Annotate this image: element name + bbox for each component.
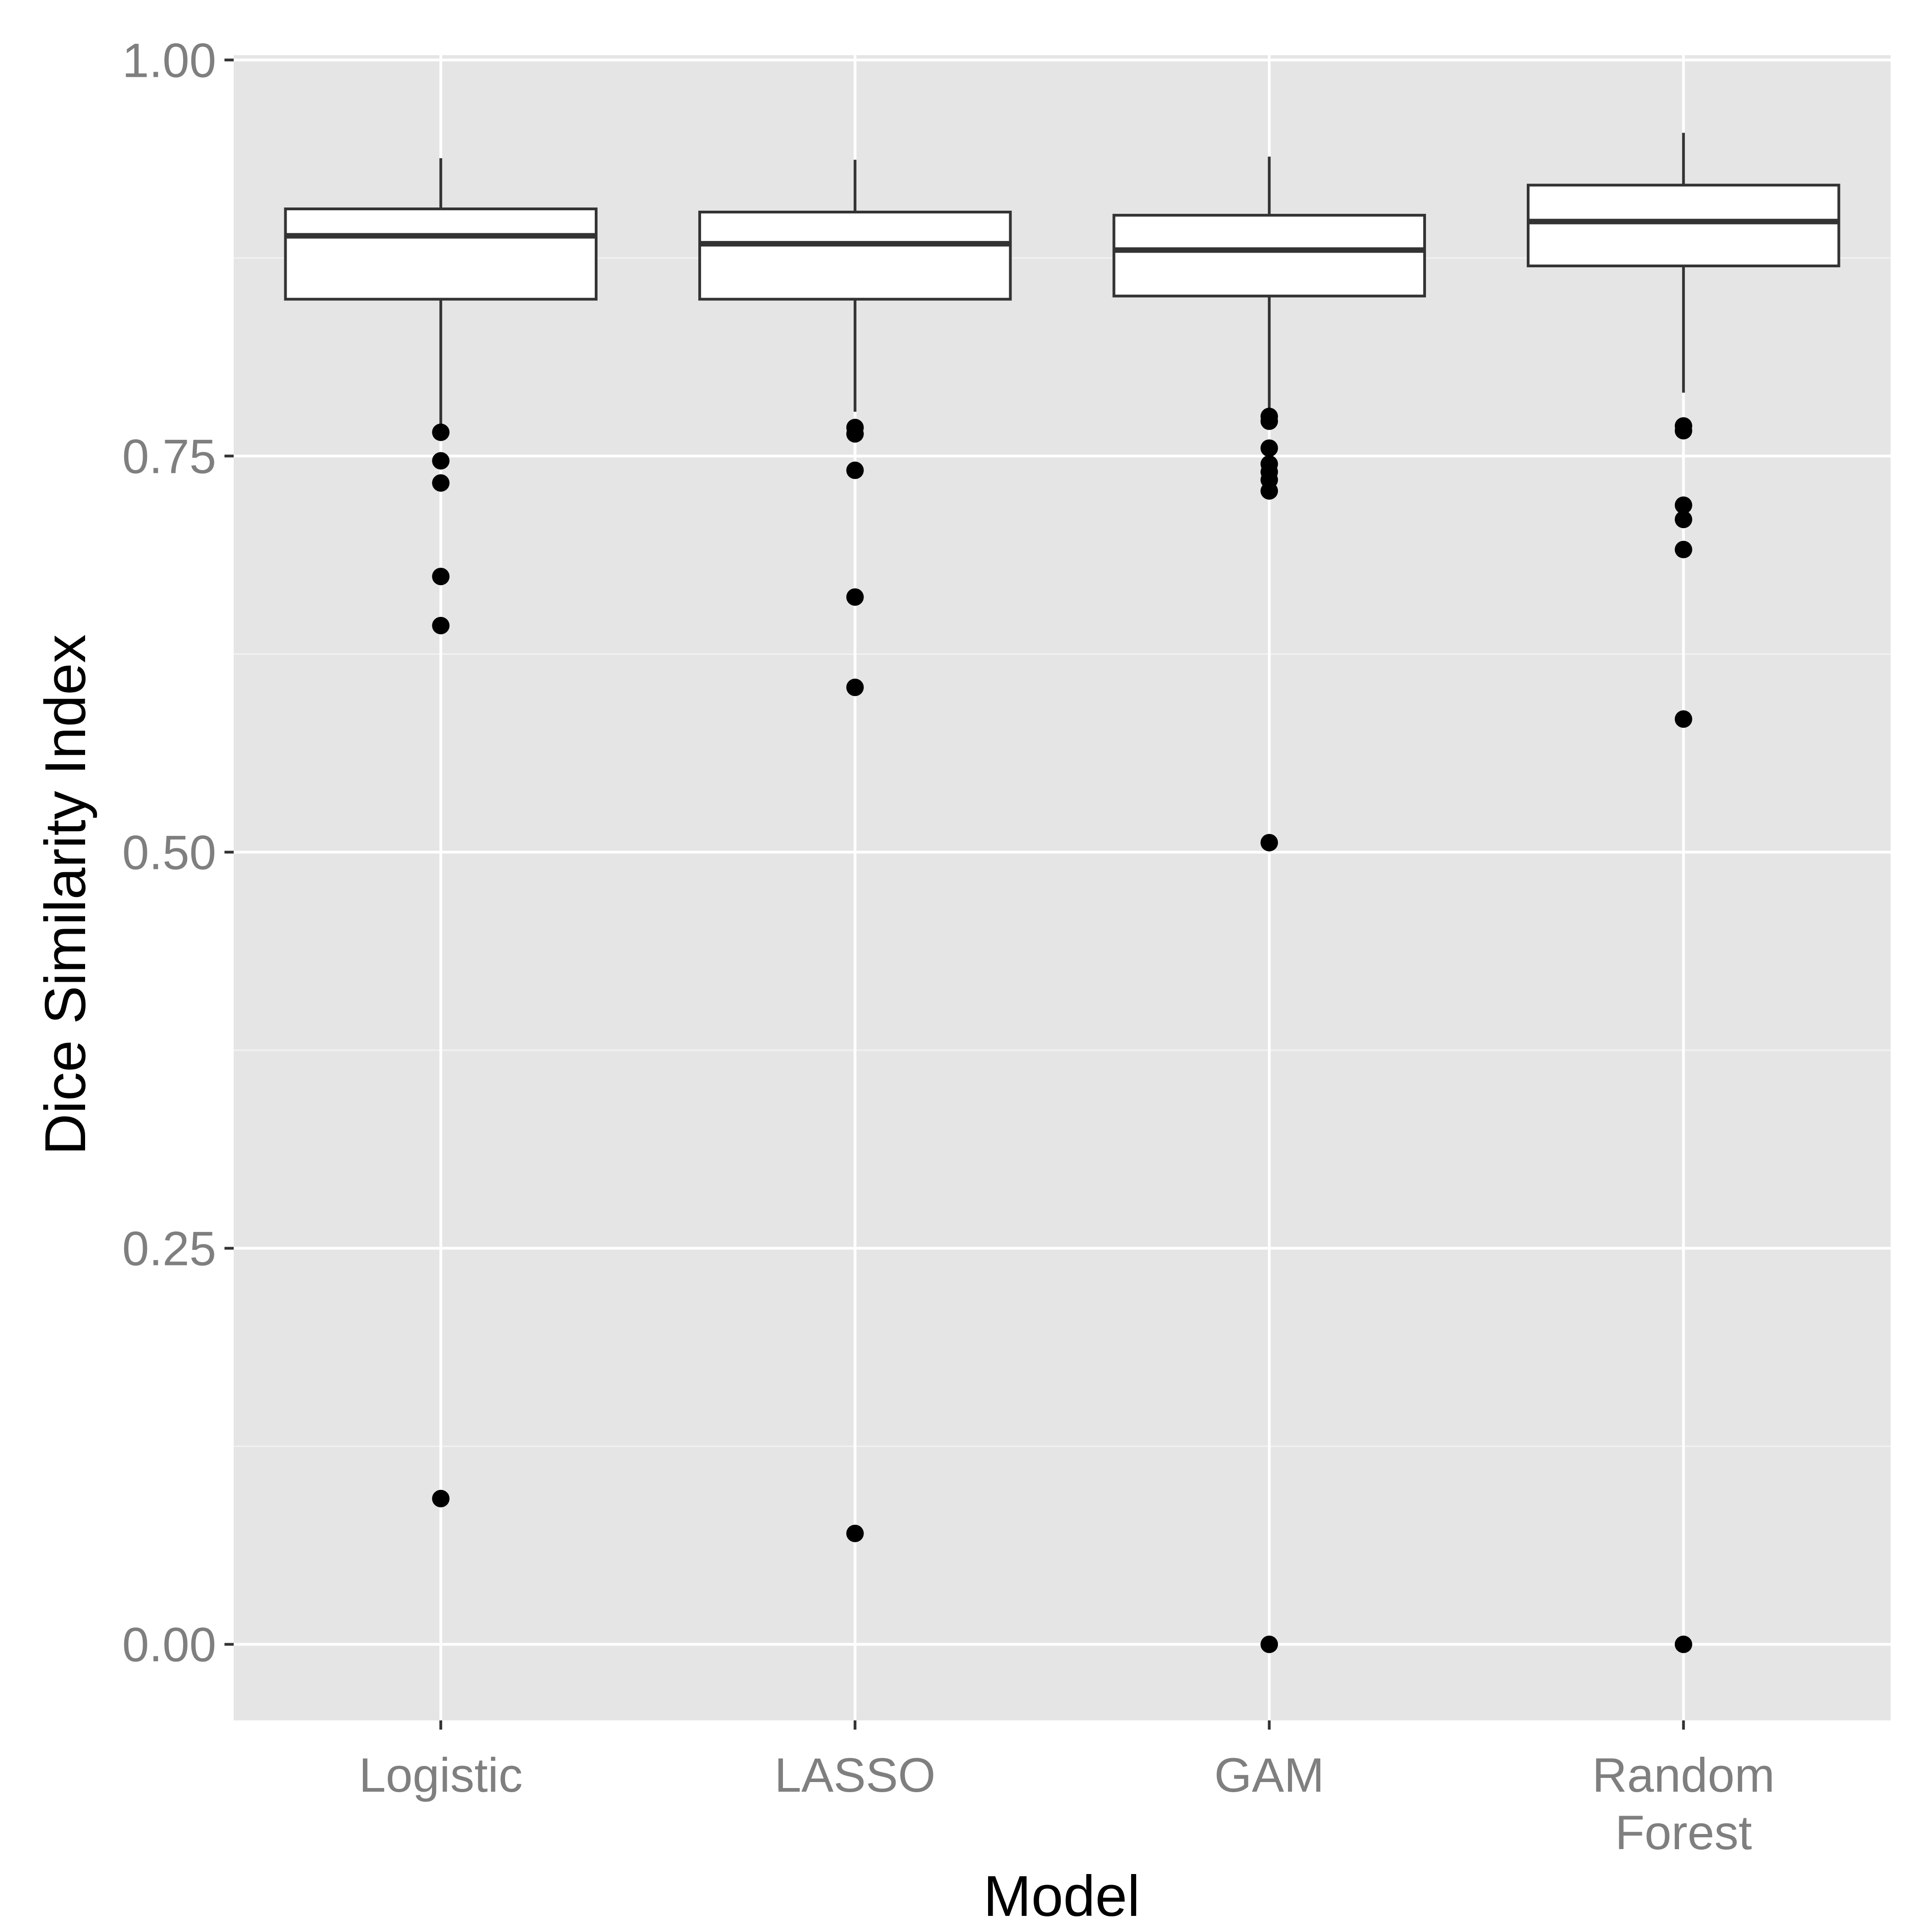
outlier-point bbox=[846, 461, 864, 479]
outlier-point bbox=[1260, 834, 1278, 851]
box-2 bbox=[698, 160, 1012, 412]
box-iqr bbox=[1527, 184, 1840, 268]
outlier-point bbox=[1674, 540, 1692, 558]
outlier-point bbox=[846, 678, 864, 696]
outlier-point bbox=[1674, 511, 1692, 529]
box-1 bbox=[284, 158, 598, 432]
box-iqr bbox=[284, 207, 598, 301]
outlier-point bbox=[432, 423, 450, 441]
outlier-point bbox=[846, 1524, 864, 1542]
y-axis-title: Dice Similarity Index bbox=[34, 634, 98, 1155]
outlier-point bbox=[1260, 439, 1278, 457]
x-tick-label-line: Logistic bbox=[359, 1748, 523, 1802]
y-tick-label: 0.00 bbox=[122, 1618, 216, 1672]
box-iqr bbox=[1112, 213, 1426, 298]
x-axis-title: Model bbox=[983, 1864, 1140, 1928]
box-4 bbox=[1527, 132, 1840, 393]
panel-background bbox=[234, 55, 1891, 1720]
outlier-point bbox=[1674, 710, 1692, 728]
box-iqr bbox=[698, 210, 1012, 301]
outlier-point bbox=[432, 474, 450, 492]
outlier-point bbox=[1674, 1635, 1692, 1653]
outlier-point bbox=[432, 452, 450, 470]
outlier-point bbox=[1260, 412, 1278, 430]
y-axis: 0.00 0.25 0.50 0.75 1.00 bbox=[122, 34, 234, 1672]
x-tick-label: GAM bbox=[1214, 1748, 1324, 1802]
outlier-point bbox=[846, 588, 864, 606]
y-tick-label: 0.75 bbox=[122, 430, 216, 483]
outlier-point bbox=[432, 616, 450, 634]
y-tick-label: 0.25 bbox=[122, 1222, 216, 1276]
x-axis: Logistic LASSO GAM Random Forest bbox=[359, 1720, 1775, 1860]
y-tick-label: 1.00 bbox=[122, 34, 216, 87]
x-tick-label-line: GAM bbox=[1214, 1748, 1324, 1802]
x-tick-label: Random Forest bbox=[1592, 1748, 1775, 1860]
x-tick-label: Logistic bbox=[359, 1748, 523, 1802]
x-tick-label-line: Random bbox=[1592, 1748, 1775, 1802]
outlier-point bbox=[432, 568, 450, 586]
outlier-point bbox=[1674, 422, 1692, 440]
outlier-points-layer bbox=[432, 408, 1692, 1653]
outlier-point bbox=[432, 1489, 450, 1507]
outlier-point bbox=[846, 425, 864, 443]
x-tick-label-line: Forest bbox=[1615, 1806, 1752, 1860]
x-tick-label: LASSO bbox=[775, 1748, 936, 1802]
outlier-point bbox=[1260, 482, 1278, 500]
box-3 bbox=[1112, 156, 1426, 412]
y-tick-label: 0.50 bbox=[122, 826, 216, 880]
outlier-point bbox=[1674, 496, 1692, 514]
outlier-point bbox=[1260, 1635, 1278, 1653]
x-tick-label-line: LASSO bbox=[775, 1748, 936, 1802]
boxes-layer bbox=[284, 132, 1840, 432]
